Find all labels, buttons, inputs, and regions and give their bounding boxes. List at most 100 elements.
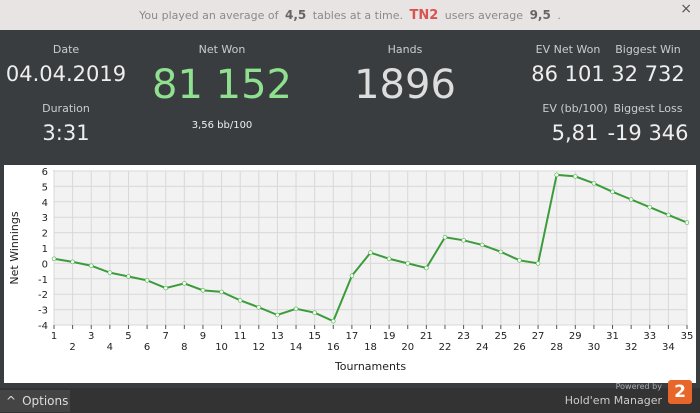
data-point: [684, 220, 690, 225]
y-tick-label: -3: [38, 306, 48, 317]
stat-label: Net Won: [198, 43, 246, 56]
y-tick-label: 2: [42, 229, 48, 240]
y-tick-label: 5: [42, 182, 48, 193]
options-label: Options: [22, 394, 69, 408]
data-point: [628, 197, 634, 202]
data-point: [219, 289, 224, 295]
data-point: [144, 278, 150, 283]
x-tick-label: 19: [383, 331, 396, 342]
data-point: [237, 298, 243, 303]
data-point: [386, 256, 392, 262]
brand: Hold'em Manager: [564, 394, 662, 407]
data-point: [479, 242, 485, 248]
banner-text: .: [557, 9, 561, 22]
data-point: [126, 274, 131, 279]
x-tick-label: 8: [181, 342, 187, 353]
hands: 1896: [354, 62, 456, 108]
data-point: [405, 261, 410, 266]
x-tick-label: 34: [662, 342, 675, 353]
data-point: [573, 174, 578, 179]
x-tick-label: 3: [88, 331, 94, 342]
data-point: [70, 259, 75, 265]
x-tick-label: 20: [401, 342, 414, 353]
x-tick-label: 30: [588, 342, 601, 353]
data-point: [163, 285, 168, 291]
x-tick-label: 29: [569, 331, 582, 342]
x-tick-label: 22: [439, 342, 452, 353]
x-tick-label: 9: [200, 331, 206, 342]
data-point: [442, 234, 448, 240]
banner-text: You played an average of: [139, 9, 279, 22]
x-tick-label: 33: [643, 331, 656, 342]
x-tick-label: 14: [290, 342, 303, 353]
y-tick-label: 0: [42, 259, 48, 270]
data-point: [461, 238, 466, 243]
options-button[interactable]: ^ Options: [0, 390, 70, 412]
data-point: [51, 256, 57, 262]
banner-site: TN2: [409, 8, 439, 23]
x-tick-label: 10: [215, 342, 228, 353]
x-tick-label: 35: [681, 331, 694, 342]
x-tick-label: 27: [532, 331, 545, 342]
data-point: [554, 172, 559, 178]
brand-logo: 2: [668, 380, 692, 404]
x-tick-label: 28: [550, 342, 563, 353]
x-tick-label: 1: [51, 331, 57, 342]
banner-value: 9,5: [529, 8, 551, 22]
y-tick-label: 1: [42, 244, 48, 255]
stat-label: Date: [52, 43, 80, 56]
x-tick-label: 6: [144, 342, 150, 353]
banner-text: tables at a time.: [312, 9, 403, 22]
close-button[interactable]: ×: [680, 1, 692, 17]
x-tick-label: 26: [513, 342, 526, 353]
x-tick-label: 15: [308, 331, 321, 342]
chart-panel: -4 -3 -2 -1 0 1 2 3 4 5 6 1 2 3 4 5 6 7 8 9 10 11 12 13 14 15 16 17…: [4, 165, 696, 383]
data-point: [200, 288, 206, 293]
x-tick-label: 23: [457, 331, 470, 342]
stat-value: 86 101: [531, 62, 605, 86]
data-point: [666, 212, 671, 218]
x-tick-label: 18: [364, 342, 377, 353]
x-tick-label: 11: [234, 331, 247, 342]
data-point: [591, 181, 597, 186]
data-point: [107, 270, 113, 275]
y-axis-title: Net Winnings: [8, 211, 21, 284]
data-point: [275, 312, 280, 318]
x-tick-label: 32: [625, 342, 638, 353]
x-tick-label: 13: [271, 331, 284, 342]
data-point: [182, 281, 187, 286]
stat-label: EV Net Won: [535, 43, 601, 56]
x-tick-label: 5: [125, 331, 131, 342]
data-point: [368, 250, 373, 255]
x-tick-label: 12: [252, 342, 265, 353]
stat-label: Biggest Loss: [613, 102, 683, 115]
y-tick-label: -4: [38, 321, 48, 332]
data-point: [312, 310, 317, 315]
x-tick-label: 2: [69, 342, 75, 353]
powered-by: Powered by: [615, 382, 662, 391]
stat-value: 32 732: [611, 62, 685, 86]
x-tick-label: 21: [420, 331, 433, 342]
x-tick-label: 7: [163, 331, 169, 342]
data-point: [88, 263, 94, 268]
y-tick-label: -2: [38, 290, 48, 301]
y-tick-label: 3: [42, 213, 48, 224]
x-tick-label: 31: [606, 331, 619, 342]
y-tick-label: 4: [42, 198, 48, 209]
data-point: [610, 189, 615, 195]
x-tick-label: 16: [327, 342, 340, 353]
stat-label: EV (bb/100): [542, 102, 608, 115]
data-point: [256, 305, 262, 310]
x-axis-title: Tournaments: [334, 360, 406, 373]
y-tick-label: -1: [38, 275, 48, 286]
data-point: [331, 318, 336, 324]
data-point: [349, 273, 355, 278]
banner-value: 4,5: [285, 8, 307, 22]
stat-value: 3:31: [42, 121, 90, 145]
x-tick-label: 24: [476, 342, 489, 353]
stat-value: 5,81: [551, 121, 599, 145]
footer: ^ Options Powered by Hold'em Manager 2: [0, 380, 700, 413]
x-tick-label: 17: [346, 331, 359, 342]
info-banner: You played an average of 4,5 tables at a…: [0, 0, 700, 30]
